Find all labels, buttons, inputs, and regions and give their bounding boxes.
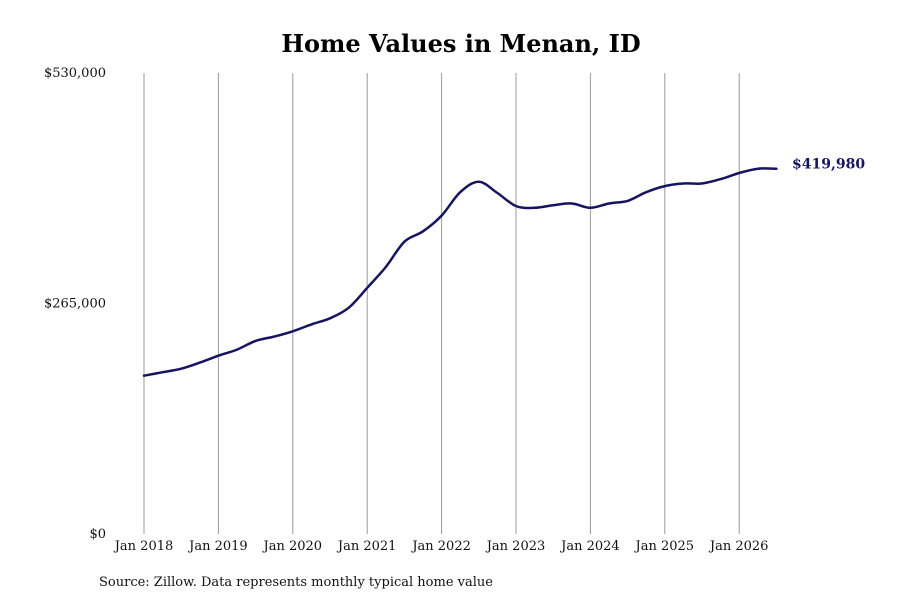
y-tick-label: $0 <box>89 527 106 542</box>
chart-title: Home Values in Menan, ID <box>281 29 640 58</box>
y-tick-label: $530,000 <box>44 66 106 81</box>
x-tick-label: Jan 2023 <box>485 539 546 554</box>
x-tick-label: Jan 2020 <box>262 539 323 554</box>
x-tick-label: Jan 2024 <box>559 539 620 554</box>
x-tick-label: Jan 2021 <box>336 539 397 554</box>
x-tick-label: Jan 2018 <box>113 539 174 554</box>
x-axis-tick-labels: Jan 2018 Jan 2019 Jan 2020 Jan 2021 Jan 2022… <box>113 539 769 554</box>
end-value-label: $419,980 <box>792 157 865 173</box>
source-note: Source: Zillow. Data represents monthly … <box>99 575 493 590</box>
x-tick-label: Jan 2026 <box>708 539 769 554</box>
x-tick-label: Jan 2019 <box>187 539 248 554</box>
series-line-0 <box>142 167 778 377</box>
y-tick-label: $265,000 <box>44 297 106 312</box>
x-tick-label: Jan 2022 <box>410 539 471 554</box>
series-group <box>142 167 778 377</box>
y-axis-tick-labels: $0 $265,000 $530,000 <box>44 66 106 542</box>
x-tick-label: Jan 2025 <box>634 539 695 554</box>
vertical-gridlines <box>143 73 740 534</box>
